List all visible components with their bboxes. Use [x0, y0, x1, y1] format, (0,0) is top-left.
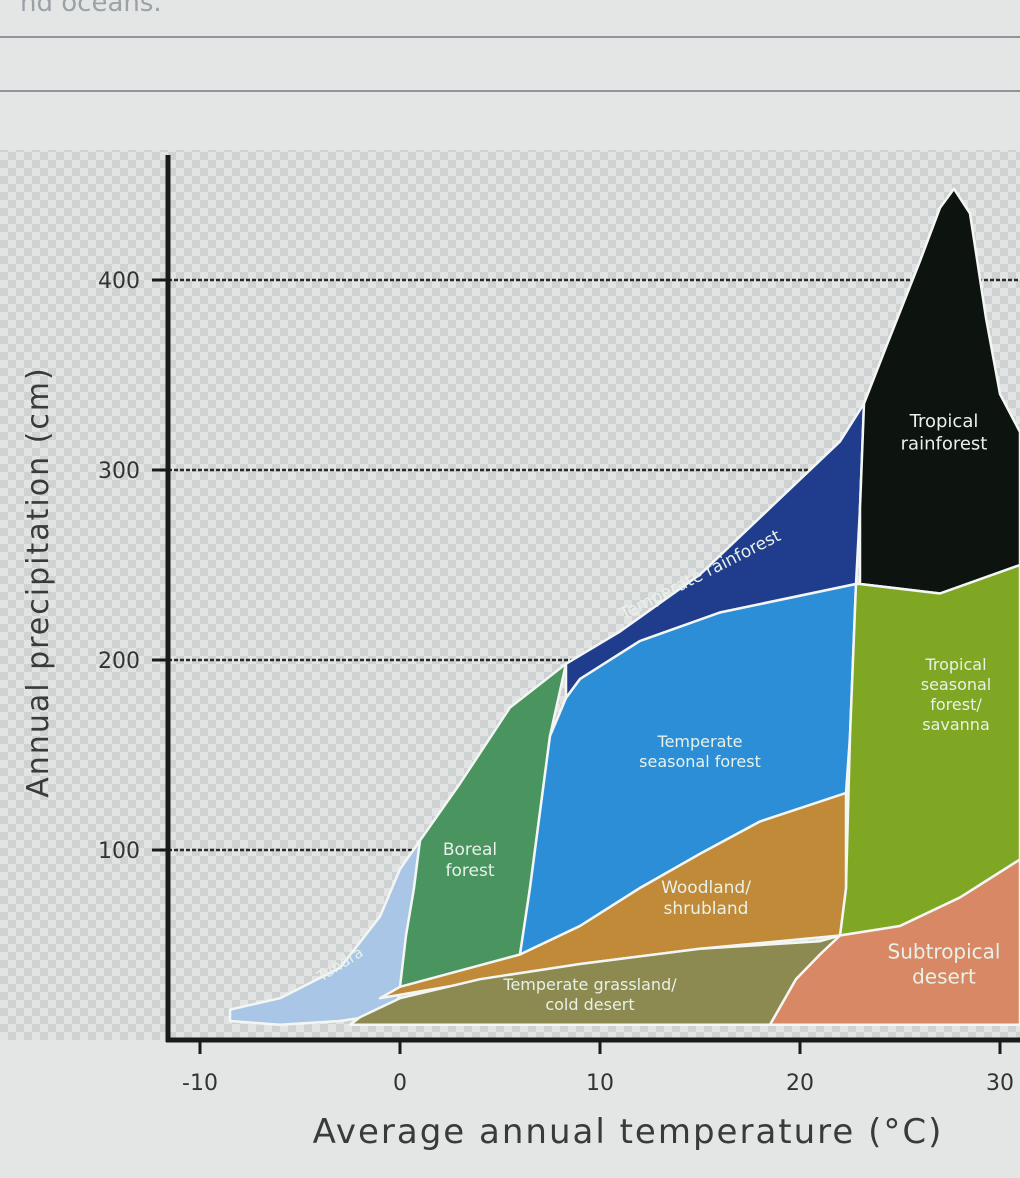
- biome-label: Tropical rainforest: [901, 411, 988, 455]
- x-tick-label: 20: [786, 1071, 814, 1096]
- biome-label-group: Temperate grassland/cold desert: [502, 975, 677, 1014]
- biome-region-subtropical-desert: [768, 858, 1020, 1027]
- biome-label-group: Tropical rainforest: [901, 411, 988, 455]
- biome-label-group: Subtropical desert: [888, 940, 1001, 989]
- biome-label-group: Boreal forest: [443, 840, 497, 881]
- cropped-heading-text: nd oceans.: [20, 0, 162, 18]
- header-rule-lower: [0, 90, 1020, 92]
- y-tick-label: 400: [98, 269, 140, 294]
- y-tick-label: 100: [98, 839, 140, 864]
- biome-label: Boreal forest: [443, 840, 497, 881]
- biome-label: Tropical seasonal forest/savanna: [921, 655, 992, 734]
- x-tick-label: 10: [586, 1071, 614, 1096]
- biome-label: Woodland/shrubland: [661, 878, 751, 919]
- y-tick-label: 300: [98, 459, 140, 484]
- biome-label-group: Woodland/shrubland: [661, 878, 751, 919]
- y-tick-label: 200: [98, 649, 140, 674]
- biome-label: Subtropical desert: [888, 940, 1001, 989]
- header-rule: [0, 36, 1020, 38]
- biome-regions: [228, 187, 1020, 1027]
- page-header-strip: nd oceans.: [0, 0, 1020, 110]
- biome-label-group: Tropical seasonal forest/savanna: [921, 655, 992, 734]
- axes: 100 200 300 400 -10 0 10 20 30: [98, 155, 1020, 1096]
- biome-label-group: Temperate seasonal forest: [639, 732, 761, 771]
- x-tick-label: 0: [393, 1071, 407, 1096]
- biome-label: Temperate seasonal forest: [639, 732, 761, 771]
- x-tick-label: 30: [986, 1071, 1014, 1096]
- x-tick-label: -10: [182, 1071, 218, 1096]
- biome-label: Temperate grassland/cold desert: [502, 975, 677, 1014]
- y-axis-title: Annual precipitation (cm): [21, 366, 56, 797]
- x-axis-title: Average annual temperature (°C): [313, 1112, 944, 1152]
